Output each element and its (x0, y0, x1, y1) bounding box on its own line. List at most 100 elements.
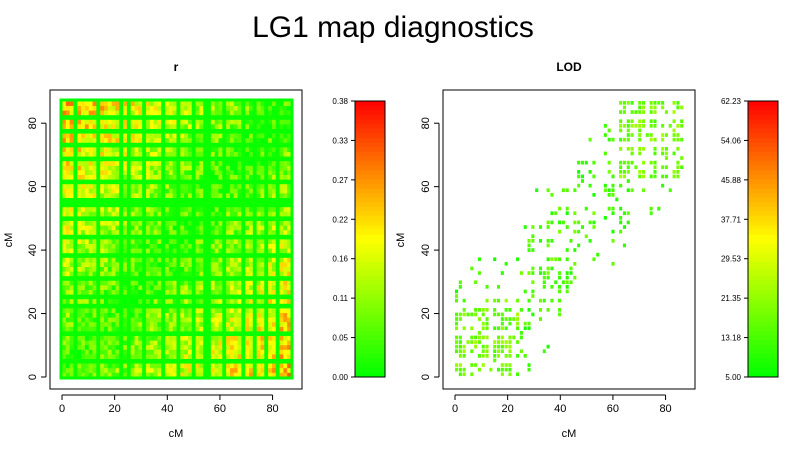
r-heatmap-cell (229, 105, 235, 111)
r-heatmap-cell (62, 197, 67, 203)
r-heatmap-cell (100, 372, 105, 378)
r-heatmap-cell (119, 165, 124, 171)
lod-heatmap-cell (523, 225, 527, 229)
r-heatmap-cell (153, 298, 158, 304)
r-heatmap-cell (81, 248, 86, 254)
r-heatmap-cell (138, 344, 143, 350)
r-heatmap-cell (145, 312, 151, 318)
r-heatmap-cell (260, 128, 265, 134)
r-heatmap-cell (119, 105, 124, 111)
r-heatmap-cell (165, 285, 170, 290)
r-heatmap-cell (214, 340, 219, 346)
r-heatmap-cell (130, 354, 135, 359)
r-heatmap-cell (145, 229, 151, 235)
r-heatmap-cell (142, 133, 147, 139)
r-heatmap-cell (107, 252, 113, 258)
r-heatmap-cell (241, 220, 246, 226)
r-heatmap-cell (229, 298, 235, 304)
r-heatmap-cell (115, 252, 120, 258)
r-heatmap-cell (184, 358, 189, 364)
lod-heatmap-cell (531, 239, 535, 243)
r-heatmap-cell (96, 280, 101, 286)
r-heatmap-cell (172, 367, 177, 373)
r-heatmap-cell (119, 234, 124, 240)
r-heatmap-cell (96, 326, 101, 332)
r-heatmap-cell (283, 137, 288, 143)
r-heatmap-cell (165, 234, 170, 240)
lod-heatmap-cell (550, 239, 554, 243)
r-heatmap-cell (218, 294, 223, 300)
r-heatmap-cell (130, 165, 135, 171)
r-heatmap-cell (138, 363, 143, 369)
r-heatmap-cell (103, 317, 109, 323)
r-heatmap-cell (268, 124, 273, 129)
r-heatmap-cell (161, 349, 166, 355)
r-heatmap-cell (92, 174, 97, 180)
lod-plot-frame (442, 89, 696, 390)
r-heatmap-cell (283, 216, 288, 221)
lod-heatmap-cell (611, 137, 615, 142)
r-heatmap-cell (115, 151, 120, 157)
r-heatmap-cell (111, 294, 116, 300)
lod-heatmap-cell (611, 193, 615, 197)
r-heatmap-cell (184, 372, 189, 378)
r-heatmap-cell (245, 312, 250, 318)
r-heatmap-cell (123, 321, 128, 327)
lod-heatmap-cell (523, 289, 527, 294)
lod-heatmap-cell (630, 101, 634, 105)
r-heatmap-cell (260, 234, 265, 240)
r-heatmap-cell (81, 363, 86, 369)
lod-heatmap-cell (481, 344, 485, 349)
r-heatmap-cell (245, 119, 250, 125)
r-heatmap-cell (260, 193, 265, 198)
lod-heatmap-cell (477, 354, 481, 358)
r-heatmap-cell (138, 229, 143, 235)
lod-heatmap-cell (565, 188, 569, 193)
lod-heatmap-cell (542, 275, 546, 280)
r-heatmap-cell (145, 266, 151, 272)
r-heatmap-cell (100, 174, 105, 180)
r-heatmap-cell (111, 110, 116, 116)
r-heatmap-cell (275, 367, 280, 373)
r-heatmap-cell (176, 312, 181, 318)
r-heatmap-cell (142, 128, 147, 134)
r-heatmap-cell (138, 358, 143, 364)
r-heatmap-cell (84, 193, 90, 198)
r-heatmap-cell (84, 303, 90, 309)
r-heatmap-cell (279, 220, 284, 226)
r-heatmap-cell (149, 197, 154, 203)
r-heatmap-cell (161, 331, 166, 336)
r-heatmap-cell (256, 257, 261, 263)
r-heatmap-cell (145, 349, 151, 355)
r-heatmap-cell (233, 335, 238, 341)
r-heatmap-cell (130, 197, 135, 203)
r-heatmap-cell (134, 179, 139, 185)
r-heatmap-cell (279, 124, 284, 129)
lod-heatmap-cell (626, 119, 630, 124)
r-heatmap-cell (165, 156, 170, 162)
r-heatmap-cell (69, 312, 74, 318)
r-heatmap-cell (264, 358, 269, 364)
r-heatmap-cell (210, 257, 216, 263)
r-heatmap-cell (199, 340, 204, 346)
r-heatmap-cell (199, 193, 204, 198)
r-heatmap-cell (77, 142, 82, 148)
r-heatmap-cell (218, 354, 223, 359)
r-heatmap-cell (218, 252, 223, 258)
r-heatmap-cell (69, 197, 74, 203)
r-heatmap-cell (222, 285, 227, 290)
r-heatmap-cell (207, 317, 212, 323)
lod-heatmap-cell (672, 119, 676, 124)
r-heatmap-cell (279, 197, 284, 203)
r-heatmap-cell (203, 294, 208, 300)
r-heatmap-cell (65, 294, 71, 300)
r-heatmap-cell (130, 358, 135, 364)
r-heatmap-cell (214, 243, 219, 249)
lod-heatmap-cell (619, 165, 623, 170)
r-heatmap-cell (84, 119, 90, 125)
r-heatmap-cell (229, 234, 235, 240)
r-heatmap-cell (145, 234, 151, 240)
r-heatmap-cell (222, 252, 227, 258)
r-heatmap-cell (207, 216, 212, 221)
